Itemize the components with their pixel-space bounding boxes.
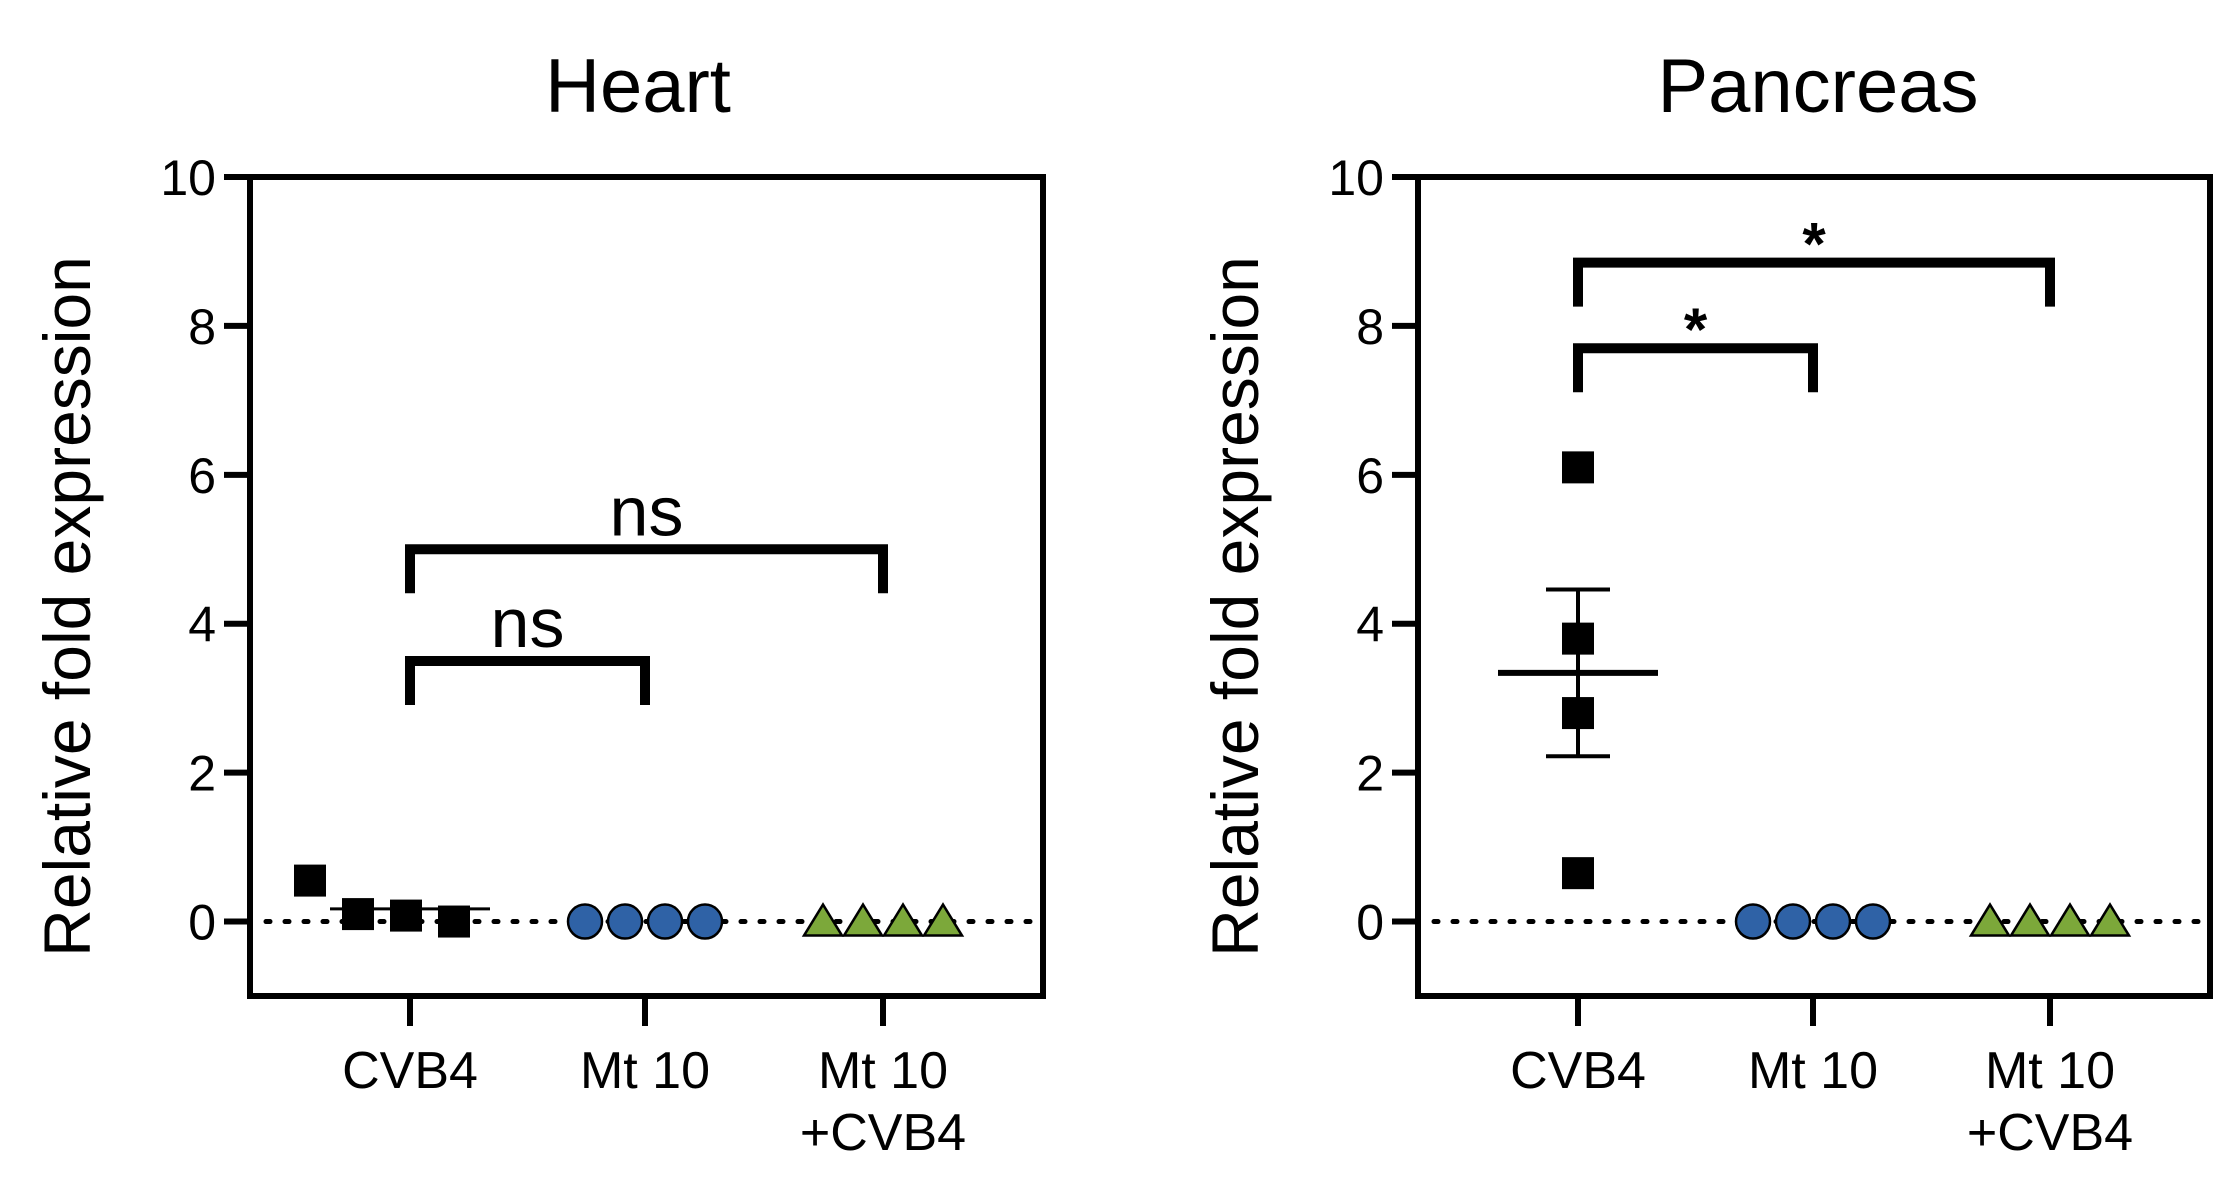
significance-bracket bbox=[1573, 257, 2055, 307]
data-point-triangle bbox=[2048, 902, 2092, 937]
data-point-circle bbox=[646, 903, 684, 940]
data-point-triangle bbox=[1968, 902, 2012, 937]
y-tick-label: 2 bbox=[1356, 746, 1384, 802]
significance-bracket bbox=[405, 544, 888, 594]
data-point-circle bbox=[1854, 903, 1892, 940]
y-tick-label: 0 bbox=[1356, 895, 1384, 951]
significance-label: ns bbox=[610, 472, 684, 550]
y-tick-label: 8 bbox=[1356, 299, 1384, 355]
x-tick-label-line: +CVB4 bbox=[1967, 1104, 2133, 1162]
x-tick-label-line: CVB4 bbox=[342, 1042, 478, 1100]
chart-panel-heart: Heart Relative fold expression 0 2 4 6 8 10 CVB4… bbox=[30, 44, 1046, 1162]
y-tick-label: 10 bbox=[1328, 150, 1384, 206]
data-point-square bbox=[342, 898, 374, 931]
x-tick-label: Mt 10 +CVB4 bbox=[1967, 1042, 2133, 1162]
x-tick-label: Mt 10 bbox=[1748, 1042, 1878, 1100]
data-point-triangle bbox=[2008, 902, 2052, 937]
significance-label: * bbox=[1684, 296, 1708, 363]
data-point-square bbox=[1562, 451, 1594, 484]
x-tick-label-line: Mt 10 bbox=[1985, 1042, 2115, 1100]
y-axis-label: Relative fold expression bbox=[30, 256, 104, 957]
data-point-square bbox=[1562, 857, 1594, 890]
y-tick-label: 4 bbox=[1356, 597, 1384, 653]
y-tick-label: 4 bbox=[188, 597, 216, 653]
x-tick-label: Mt 10 +CVB4 bbox=[800, 1042, 966, 1162]
x-tick-label: CVB4 bbox=[1510, 1042, 1646, 1100]
x-tick-label: Mt 10 bbox=[580, 1042, 710, 1100]
x-tick-label-line: Mt 10 bbox=[580, 1042, 710, 1100]
data-point-triangle bbox=[921, 902, 965, 937]
chart-title: Heart bbox=[545, 44, 731, 129]
plot-frame bbox=[1415, 174, 2213, 999]
data-point-circle bbox=[1774, 903, 1812, 940]
y-tick-label: 6 bbox=[188, 448, 216, 504]
data-point-square bbox=[390, 899, 422, 932]
data-point-circle bbox=[686, 903, 724, 940]
data-point-square bbox=[1562, 622, 1594, 655]
x-tick-label-line: Mt 10 bbox=[1748, 1042, 1878, 1100]
data-point-square bbox=[438, 905, 470, 938]
y-tick-label: 0 bbox=[188, 895, 216, 951]
y-tick-label: 6 bbox=[1356, 448, 1384, 504]
data-point-triangle bbox=[881, 902, 925, 937]
significance-label: ns bbox=[491, 584, 565, 662]
data-point-triangle bbox=[841, 902, 885, 937]
significance-label: * bbox=[1802, 211, 1826, 278]
data-point-square bbox=[1562, 697, 1594, 730]
data-point-circle bbox=[606, 903, 644, 940]
data-point-square bbox=[294, 864, 326, 897]
chart-title: Pancreas bbox=[1657, 44, 1978, 129]
y-axis-label: Relative fold expression bbox=[1198, 256, 1272, 957]
data-point-circle bbox=[1734, 903, 1772, 940]
y-tick-label: 2 bbox=[188, 746, 216, 802]
data-point-circle bbox=[566, 903, 604, 940]
x-tick-label-line: Mt 10 bbox=[818, 1042, 948, 1100]
significance-bracket bbox=[405, 655, 650, 705]
y-tick-label: 8 bbox=[188, 299, 216, 355]
plot-frame bbox=[247, 174, 1046, 999]
x-tick-label-line: +CVB4 bbox=[800, 1104, 966, 1162]
data-point-triangle bbox=[2088, 902, 2132, 937]
chart-panel-pancreas: Pancreas Relative fold expression 0 2 4 6 8 10 C… bbox=[1198, 44, 2213, 1162]
data-point-triangle bbox=[801, 902, 845, 937]
y-tick-label: 10 bbox=[160, 150, 216, 206]
x-tick-label-line: CVB4 bbox=[1510, 1042, 1646, 1100]
significance-bracket bbox=[1573, 343, 1818, 393]
x-tick-label: CVB4 bbox=[342, 1042, 478, 1100]
data-point-circle bbox=[1814, 903, 1852, 940]
